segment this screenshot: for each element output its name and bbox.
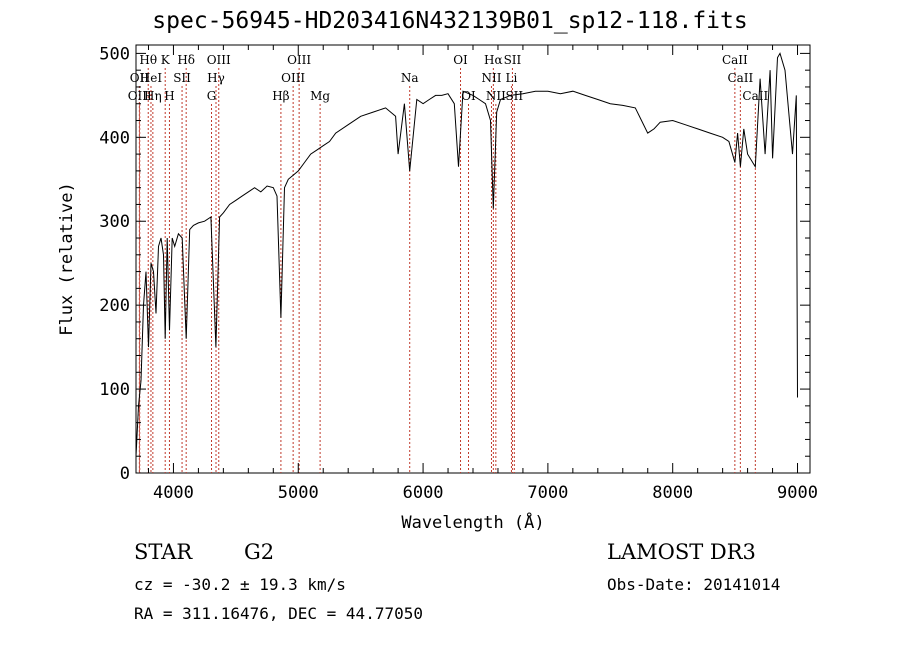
line-marker-label: SII xyxy=(504,53,522,67)
line-marker-label: Hβ xyxy=(272,89,289,103)
x-tick-label: 7000 xyxy=(527,483,568,503)
line-marker-label: SII xyxy=(173,71,191,85)
subclass: G2 xyxy=(244,540,275,564)
line-marker-label: NII xyxy=(481,71,501,85)
x-axis-label: Wavelength (Å) xyxy=(401,511,544,533)
line-marker-label: CaII xyxy=(722,53,748,67)
plot-frame xyxy=(135,44,811,474)
y-tick-label: 500 xyxy=(99,44,130,64)
line-marker-label: Hγ xyxy=(207,71,225,85)
redshift-text: cz = -30.2 ± 19.3 km/s xyxy=(134,575,346,594)
x-tick-label: 6000 xyxy=(403,483,444,503)
y-axis-label: Flux (relative) xyxy=(57,182,77,336)
line-marker-label: OIII xyxy=(287,53,311,67)
survey-name: LAMOST DR3 xyxy=(607,540,756,564)
x-tick-label: 4000 xyxy=(153,483,194,503)
line-marker-label: OIII xyxy=(207,53,231,67)
x-tick-label: 8000 xyxy=(652,483,693,503)
line-marker-label: Hθ xyxy=(139,53,157,67)
line-marker-label: HeI xyxy=(140,71,163,85)
chart-title: spec-56945-HD203416N432139B01_sp12-118.f… xyxy=(152,8,748,34)
coords-text: RA = 311.16476, DEC = 44.77050 xyxy=(134,604,423,623)
line-marker-label: OII xyxy=(130,71,150,85)
y-tick-label: 300 xyxy=(99,212,130,232)
line-marker-label: K xyxy=(161,53,171,67)
x-tick-label: 5000 xyxy=(278,483,319,503)
line-marker-label: Hα xyxy=(484,53,503,67)
line-marker-label: Na xyxy=(401,71,419,85)
line-marker-label: H xyxy=(164,89,174,103)
line-marker-label: NII xyxy=(486,89,506,103)
y-tick-label: 0 xyxy=(120,464,130,484)
line-marker-label: Hδ xyxy=(177,53,195,67)
line-marker-label: CaII xyxy=(727,71,753,85)
line-marker-label: OIII xyxy=(128,89,152,103)
y-tick-label: 100 xyxy=(99,380,130,400)
line-marker-label: SII xyxy=(505,89,523,103)
line-marker-label: CaII xyxy=(742,89,768,103)
x-tick-label: 9000 xyxy=(777,483,818,503)
line-marker-label: Mg xyxy=(310,89,330,103)
obs-date: Obs-Date: 20141014 xyxy=(607,575,781,594)
y-tick-label: 400 xyxy=(99,128,130,148)
line-marker-label: G xyxy=(207,89,217,103)
line-marker-label: OI xyxy=(453,53,468,67)
object-class: STAR xyxy=(134,540,193,564)
line-marker-label: Hη xyxy=(144,89,162,103)
line-marker-label: Li xyxy=(506,71,518,85)
y-tick-label: 200 xyxy=(99,296,130,316)
line-marker-label: OIII xyxy=(281,71,305,85)
spectrum-line xyxy=(135,52,798,457)
